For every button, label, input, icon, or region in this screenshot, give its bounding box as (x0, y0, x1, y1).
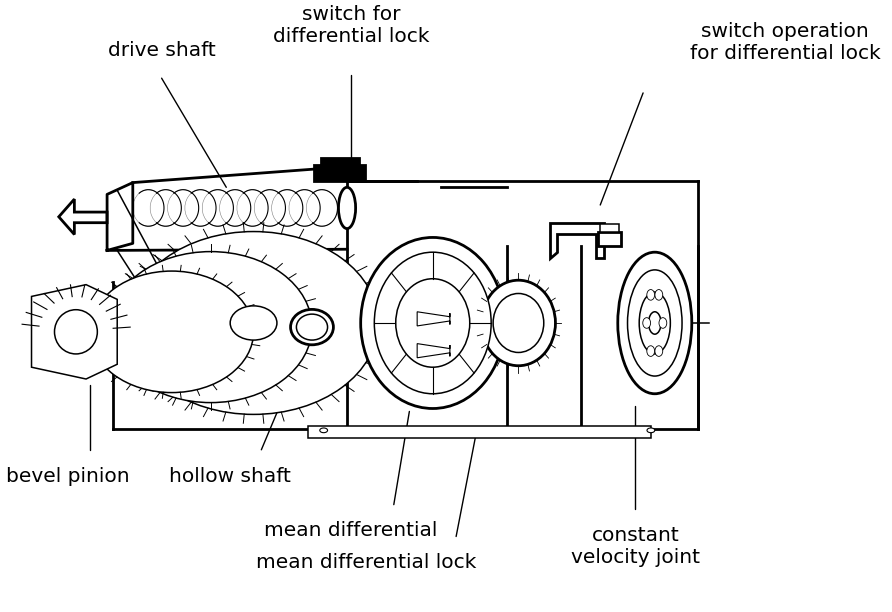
Ellipse shape (618, 252, 692, 394)
Ellipse shape (647, 346, 655, 356)
Text: drive shaft: drive shaft (108, 42, 216, 61)
Ellipse shape (647, 289, 655, 300)
Ellipse shape (319, 428, 327, 433)
Text: constant
velocity joint: constant velocity joint (571, 526, 700, 567)
Ellipse shape (648, 312, 661, 334)
Ellipse shape (296, 314, 327, 340)
Text: mean differential: mean differential (264, 521, 438, 540)
Ellipse shape (129, 231, 378, 414)
Ellipse shape (360, 237, 505, 408)
Text: switch for
differential lock: switch for differential lock (273, 5, 429, 46)
Bar (598, 231, 622, 246)
Ellipse shape (482, 280, 556, 366)
Text: switch operation
for differential lock: switch operation for differential lock (690, 23, 880, 64)
Bar (314, 165, 365, 181)
Bar (308, 426, 651, 438)
Ellipse shape (655, 346, 663, 356)
Ellipse shape (659, 318, 667, 328)
Ellipse shape (291, 310, 334, 345)
Text: [Audi] © ika V1/3-88.ds4: [Audi] © ika V1/3-88.ds4 (144, 353, 283, 364)
Bar (600, 225, 619, 231)
Ellipse shape (375, 252, 491, 394)
Ellipse shape (640, 292, 671, 354)
Text: hollow shaft: hollow shaft (169, 468, 291, 487)
Ellipse shape (230, 306, 277, 340)
Polygon shape (417, 312, 450, 326)
Ellipse shape (54, 310, 97, 354)
Polygon shape (59, 199, 107, 234)
Ellipse shape (643, 318, 650, 328)
Bar (320, 158, 359, 165)
Text: mean differential lock: mean differential lock (256, 553, 476, 572)
Ellipse shape (655, 289, 663, 300)
Ellipse shape (627, 270, 682, 376)
Ellipse shape (396, 278, 470, 367)
Polygon shape (417, 343, 450, 358)
Ellipse shape (338, 187, 356, 229)
Ellipse shape (110, 252, 312, 403)
Polygon shape (549, 223, 604, 258)
Text: bevel pinion: bevel pinion (6, 468, 130, 487)
Polygon shape (31, 285, 117, 379)
Ellipse shape (90, 271, 253, 392)
Ellipse shape (647, 428, 655, 433)
Ellipse shape (493, 294, 544, 353)
